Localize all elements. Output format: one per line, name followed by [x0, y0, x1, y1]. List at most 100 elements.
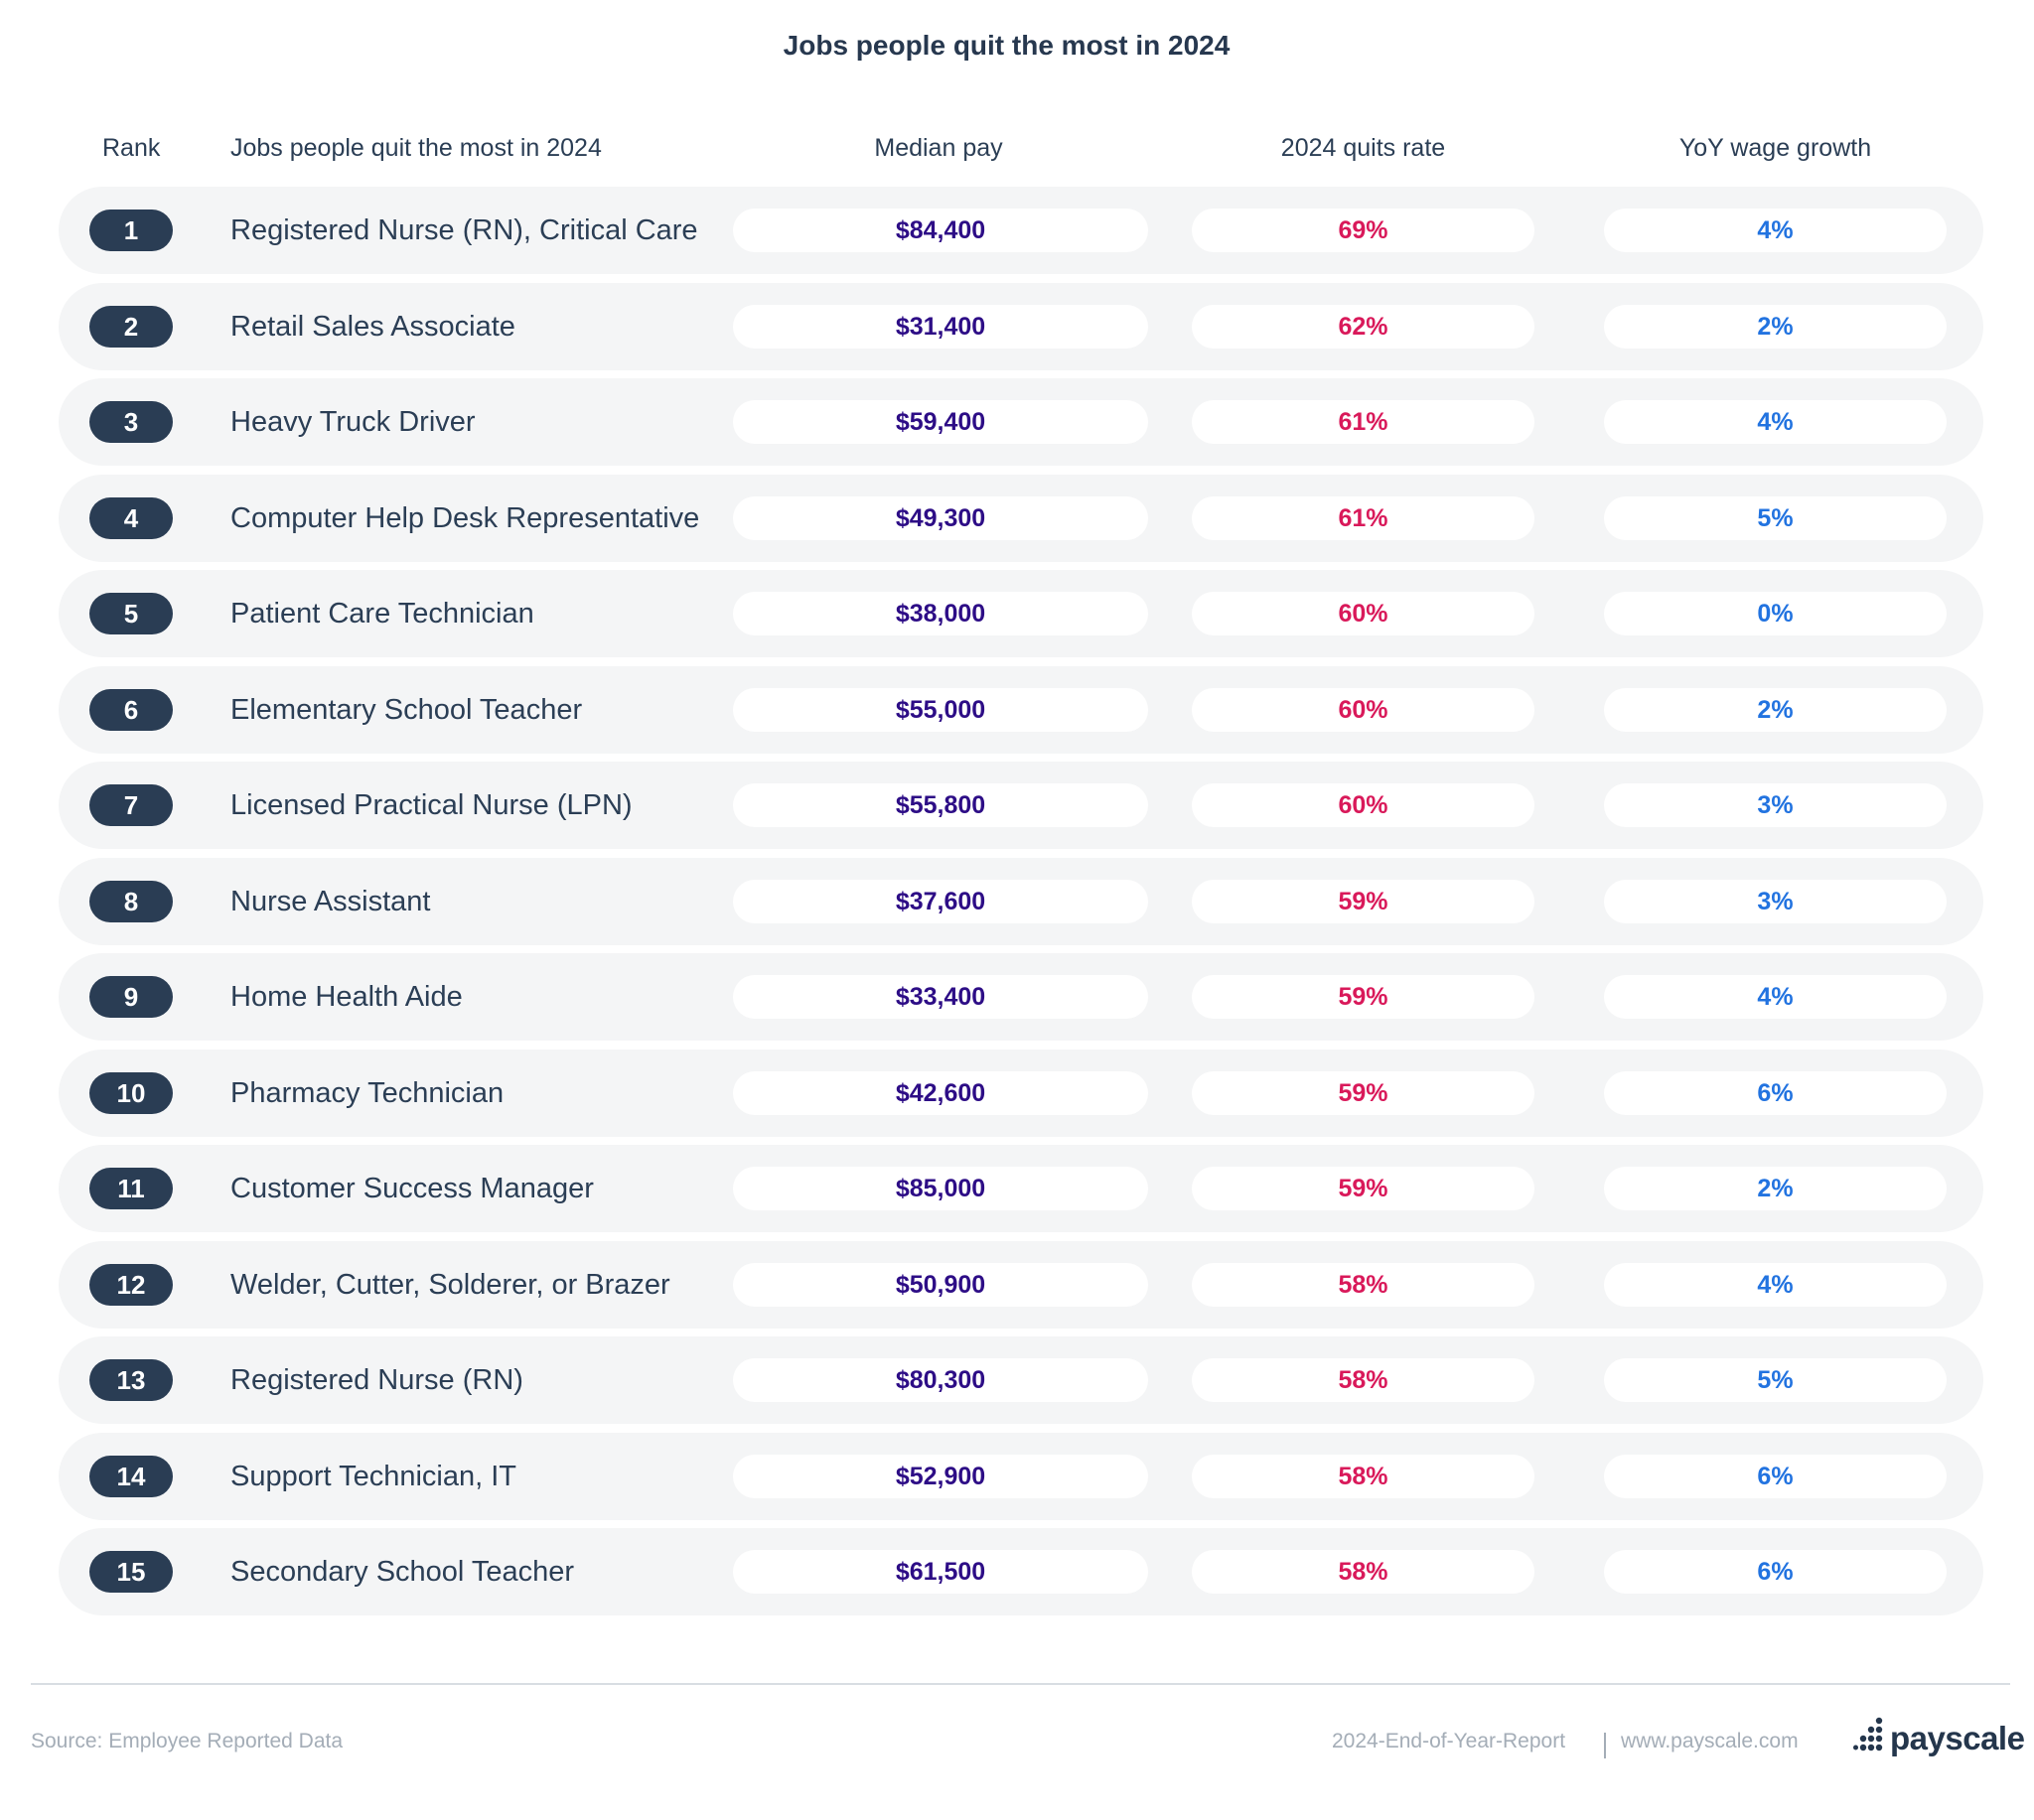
quits-rate-value: 58%	[1192, 1262, 1534, 1307]
median-pay-value: $61,500	[733, 1550, 1148, 1594]
job-title: Patient Care Technician	[230, 598, 534, 630]
job-title: Home Health Aide	[230, 981, 463, 1013]
rank-badge: 10	[89, 1071, 173, 1114]
logo-text: payscale	[1890, 1720, 2025, 1756]
quits-rate-value: 59%	[1192, 1070, 1534, 1115]
quits-rate-value: 62%	[1192, 304, 1534, 349]
report-name: 2024-End-of-Year-Report	[1332, 1730, 1566, 1752]
header-yoy-wage-growth: YoY wage growth	[1678, 134, 1872, 162]
job-title: Retail Sales Associate	[230, 310, 515, 343]
yoy-wage-growth-value: 6%	[1604, 1550, 1947, 1594]
rank-badge: 9	[89, 976, 173, 1018]
job-title: Elementary School Teacher	[230, 693, 583, 726]
table-row: 11 Customer Success Manager $85,000 59% 2%	[59, 1145, 1983, 1232]
quits-rate-value: 59%	[1192, 975, 1534, 1019]
yoy-wage-growth-value: 4%	[1604, 209, 1947, 252]
median-pay-value: $59,400	[733, 400, 1148, 444]
median-pay-value: $33,400	[733, 975, 1148, 1019]
quits-rate-value: 58%	[1192, 1550, 1534, 1594]
table-row: 6 Elementary School Teacher $55,000 60% 2%	[59, 665, 1983, 754]
website-link[interactable]: www.payscale.com	[1621, 1730, 1799, 1752]
rank-badge: 13	[89, 1359, 173, 1401]
yoy-wage-growth-value: 4%	[1604, 400, 1947, 444]
yoy-wage-growth-value: 5%	[1604, 1358, 1947, 1402]
quits-rate-value: 60%	[1192, 783, 1534, 827]
job-title: Nurse Assistant	[230, 885, 431, 917]
rank-badge: 4	[89, 496, 173, 539]
rank-badge: 14	[89, 1455, 173, 1497]
quits-rate-value: 60%	[1192, 687, 1534, 732]
table-row: 5 Patient Care Technician $38,000 60% 0%	[59, 570, 1983, 657]
table-row: 7 Licensed Practical Nurse (LPN) $55,800 60…	[59, 762, 1983, 849]
job-title: Computer Help Desk Representative	[230, 501, 700, 534]
yoy-wage-growth-value: 5%	[1604, 495, 1947, 540]
job-title: Registered Nurse (RN), Critical Care	[230, 214, 698, 246]
yoy-wage-growth-value: 3%	[1604, 783, 1947, 827]
yoy-wage-growth-value: 6%	[1604, 1454, 1947, 1498]
yoy-wage-growth-value: 2%	[1604, 304, 1947, 349]
table-row: 15 Secondary School Teacher $61,500 58% 6%	[59, 1528, 1983, 1615]
table-row: 1 Registered Nurse (RN), Critical Care $84…	[59, 187, 1983, 274]
job-title: Licensed Practical Nurse (LPN)	[230, 789, 633, 821]
job-title: Welder, Cutter, Solderer, or Brazer	[230, 1268, 670, 1301]
median-pay-value: $50,900	[733, 1262, 1148, 1307]
median-pay-value: $84,400	[733, 209, 1148, 252]
table-row: 8 Nurse Assistant $37,600 59% 3%	[59, 857, 1983, 945]
table-row: 14 Support Technician, IT $52,900 58% 6%	[59, 1432, 1983, 1520]
table-row: 10 Pharmacy Technician $42,600 59% 6%	[59, 1049, 1983, 1137]
median-pay-value: $55,800	[733, 783, 1148, 827]
job-title: Pharmacy Technician	[230, 1076, 505, 1109]
quits-rate-value: 61%	[1192, 495, 1534, 540]
rank-badge: 6	[89, 688, 173, 731]
footer-separator	[1604, 1733, 1606, 1758]
rank-badge: 3	[89, 401, 173, 443]
rank-badge: 11	[89, 1168, 173, 1209]
quits-rate-value: 60%	[1192, 592, 1534, 635]
yoy-wage-growth-value: 2%	[1604, 1167, 1947, 1210]
rank-badge: 8	[89, 880, 173, 922]
median-pay-value: $49,300	[733, 495, 1148, 540]
table-row: 2 Retail Sales Associate $31,400 62% 2%	[59, 282, 1983, 370]
median-pay-value: $37,600	[733, 879, 1148, 923]
table-row: 12 Welder, Cutter, Solderer, or Brazer $50…	[59, 1240, 1983, 1329]
yoy-wage-growth-value: 0%	[1604, 592, 1947, 635]
median-pay-value: $80,300	[733, 1358, 1148, 1402]
quits-rate-value: 59%	[1192, 879, 1534, 923]
job-title: Customer Success Manager	[230, 1173, 594, 1204]
payscale-logo: payscale	[1853, 1716, 2025, 1765]
rank-badge: 12	[89, 1263, 173, 1306]
quits-rate-value: 58%	[1192, 1454, 1534, 1498]
median-pay-value: $52,900	[733, 1454, 1148, 1498]
yoy-wage-growth-value: 4%	[1604, 975, 1947, 1019]
job-title: Support Technician, IT	[230, 1460, 517, 1492]
quits-rate-value: 58%	[1192, 1358, 1534, 1402]
quits-rate-value: 59%	[1192, 1167, 1534, 1210]
yoy-wage-growth-value: 4%	[1604, 1262, 1947, 1307]
yoy-wage-growth-value: 6%	[1604, 1070, 1947, 1115]
job-title: Secondary School Teacher	[230, 1556, 575, 1588]
header-job: Jobs people quit the most in 2024	[230, 134, 602, 162]
table-row: 9 Home Health Aide $33,400 59% 4%	[59, 953, 1983, 1041]
header-rank: Rank	[102, 134, 161, 162]
yoy-wage-growth-value: 2%	[1604, 687, 1947, 732]
rank-badge: 15	[89, 1551, 173, 1593]
rank-badge: 2	[89, 305, 173, 348]
header-median-pay: Median pay	[874, 134, 1003, 162]
table-row: 3 Heavy Truck Driver $59,400 61% 4%	[59, 378, 1983, 466]
median-pay-value: $55,000	[733, 687, 1148, 732]
rank-badge: 7	[89, 784, 173, 826]
chart-title: Jobs people quit the most in 2024	[783, 30, 1231, 61]
yoy-wage-growth-value: 3%	[1604, 879, 1947, 923]
median-pay-value: $38,000	[733, 592, 1148, 635]
payscale-dots-logo-icon	[1853, 1717, 1883, 1751]
median-pay-value: $42,600	[733, 1070, 1148, 1115]
header-quits-rate: 2024 quits rate	[1280, 134, 1446, 162]
footer-divider	[31, 1683, 2010, 1685]
median-pay-value: $31,400	[733, 304, 1148, 349]
job-title: Heavy Truck Driver	[230, 406, 476, 438]
quits-rate-value: 61%	[1192, 400, 1534, 444]
table-body: 1 Registered Nurse (RN), Critical Care $84…	[59, 187, 1983, 1624]
rank-badge: 5	[89, 593, 173, 634]
job-title: Registered Nurse (RN)	[230, 1364, 523, 1396]
rank-badge: 1	[89, 210, 173, 251]
